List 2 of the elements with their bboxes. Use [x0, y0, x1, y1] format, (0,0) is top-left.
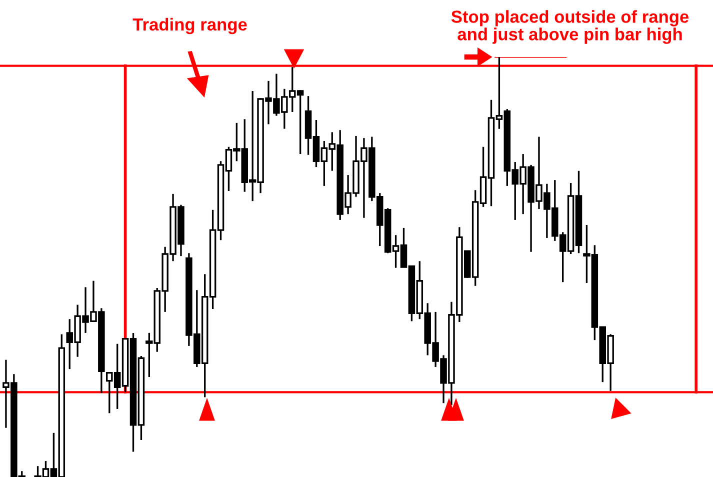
text: Stop placed outside of range and just above pin bar high — [451, 10, 689, 44]
text: Trading range — [132, 18, 247, 34]
